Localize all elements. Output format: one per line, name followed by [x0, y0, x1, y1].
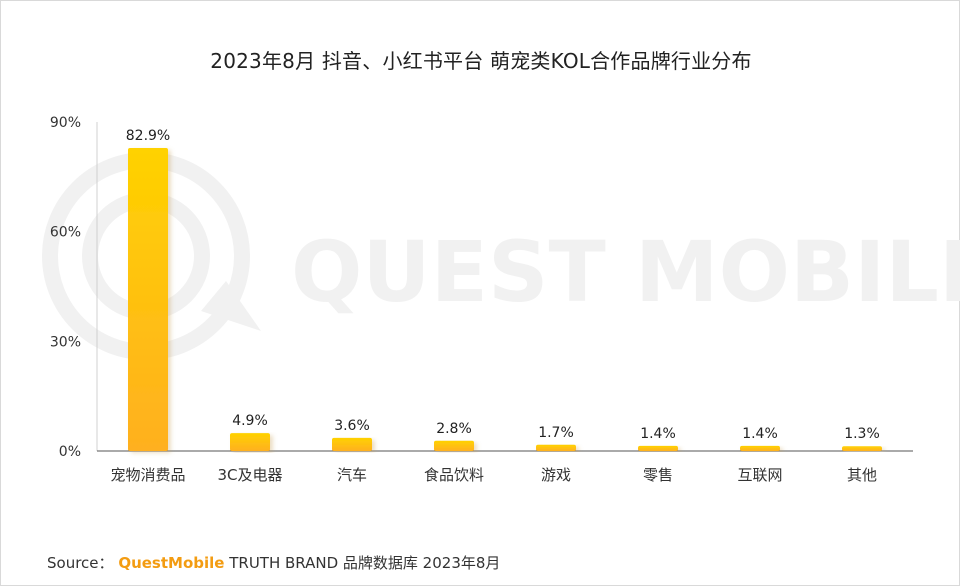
bar-value-label: 4.9% [232, 413, 268, 429]
bar-value-label: 1.7% [538, 425, 574, 441]
x-tick-label: 宠物消费品 [110, 466, 185, 484]
watermark: QUEST MOBILE [42, 152, 960, 360]
bar-value-label: 1.4% [742, 426, 778, 442]
x-tick-label: 其他 [847, 466, 877, 484]
x-tick-label: 零售 [643, 466, 673, 484]
watermark-text: QUEST MOBILE [291, 223, 960, 321]
bar-value-label: 2.8% [436, 421, 472, 437]
x-tick-label: 游戏 [541, 466, 571, 484]
bar-value-label: 1.4% [640, 426, 676, 442]
bar [842, 446, 882, 451]
source-prefix: Source： [47, 554, 114, 572]
bar-value-label: 1.3% [844, 426, 880, 442]
bar-value-label: 3.6% [334, 418, 370, 434]
watermark-logo-tail [201, 281, 261, 331]
bar [434, 440, 474, 451]
chart-title: 2023年8月 抖音、小红书平台 萌宠类KOL合作品牌行业分布 [210, 49, 752, 73]
bar [638, 445, 678, 451]
source-text: TRUTH BRAND 品牌数据库 2023年8月 [229, 554, 501, 572]
y-tick-label: 0% [59, 444, 81, 460]
bar [230, 433, 270, 451]
bar [332, 437, 372, 451]
x-tick-label: 3C及电器 [217, 466, 282, 484]
x-tick-label: 汽车 [337, 466, 367, 484]
source-line: Source： QuestMobile TRUTH BRAND 品牌数据库 20… [47, 552, 500, 573]
x-tick-label: 食品饮料 [424, 466, 484, 484]
x-tick-label: 互联网 [737, 466, 782, 484]
bar [536, 444, 576, 451]
bar [740, 445, 780, 451]
bars: 82.9% 宠物消费品 4.9% 3C及电器 3.6% 汽车 2.8% 食品饮料 1.7% 游戏 1… [110, 128, 882, 484]
y-tick-label: 60% [50, 225, 81, 241]
bar-value-label: 82.9% [126, 128, 170, 144]
y-tick-label: 30% [50, 334, 81, 350]
y-tick-label: 90% [50, 115, 81, 131]
source-brand: QuestMobile [118, 554, 225, 572]
bar [128, 147, 168, 451]
